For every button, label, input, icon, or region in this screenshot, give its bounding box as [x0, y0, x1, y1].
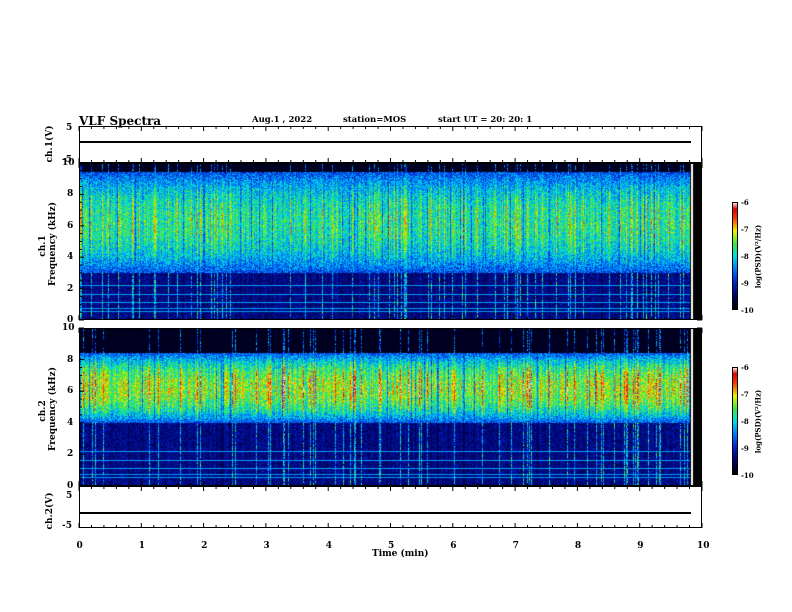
- ch1-colorbar-tick: -8: [741, 252, 749, 261]
- ch1-colorbar-tick: -7: [741, 225, 749, 234]
- x-tick-label: 9: [637, 541, 644, 551]
- ch2-ytick: 10: [62, 323, 75, 333]
- x-tick-label: 10: [697, 541, 710, 551]
- x-tick-label: 4: [325, 541, 332, 551]
- ch2-spectrogram-canvas: [80, 329, 701, 485]
- ch1-ytick: 0: [67, 315, 74, 325]
- ch2-colorbar-tick: -6: [741, 363, 749, 372]
- x-tick-label: 7: [512, 541, 519, 551]
- ch2-waveform-line: [80, 512, 691, 514]
- x-tick-label: 0: [76, 541, 83, 551]
- ch1-spectrogram-canvas: [80, 164, 701, 319]
- ch2-ytick: 2: [67, 449, 74, 460]
- ch1-ytick: 4: [67, 252, 74, 263]
- ch2-colorbar-tick: -10: [741, 471, 754, 480]
- station-label: station=MOS: [343, 115, 407, 125]
- x-tick-label: 2: [201, 541, 208, 551]
- ch1-colorbar: [732, 202, 738, 310]
- ch1-colorbar-label: log(PSD)(V²/Hz): [753, 224, 763, 289]
- ch2-colorbar-tick: -7: [741, 390, 749, 399]
- x-tick-label: 3: [263, 541, 270, 551]
- ch1-ytick-min: -5: [62, 155, 72, 165]
- x-tick-label: 1: [138, 541, 146, 551]
- start-time-label: start UT = 20: 20: 1: [438, 115, 533, 125]
- ch1-waveform-line: [80, 141, 691, 143]
- ch2-colorbar: [732, 367, 738, 475]
- ch1-ytick: 8: [67, 189, 74, 200]
- ch1-colorbar-tick: -9: [741, 279, 749, 288]
- ch2-colorbar-gradient: [733, 368, 737, 474]
- ch2-colorbar-label: log(PSD)(V²/Hz): [753, 389, 763, 454]
- ch1-spectrogram: [79, 163, 702, 320]
- ch1-ytick: 10: [62, 158, 75, 168]
- ch2-colorbar-tick: -9: [741, 444, 749, 453]
- ch1-colorbar-tick: -6: [741, 198, 749, 207]
- x-tick-label: 8: [574, 541, 582, 551]
- ch2-ytick: 4: [67, 417, 74, 428]
- ch1-colorbar-gradient: [733, 203, 737, 309]
- x-axis-label: Time (min): [372, 549, 429, 559]
- ch1-ytick: 2: [67, 283, 74, 294]
- ch2-colorbar-tick: -8: [741, 417, 749, 426]
- ch1-ytick: 6: [67, 220, 74, 231]
- x-tick-label: 5: [388, 541, 395, 551]
- ch1-colorbar-tick: -10: [741, 306, 754, 315]
- x-tick-label: 6: [450, 541, 457, 551]
- ch2-ytick-min: -5: [62, 521, 72, 531]
- ch1-ytick-max: 5: [66, 123, 73, 133]
- ch2-ytick-max: 5: [66, 491, 73, 501]
- chart-title: VLF Spectra: [79, 114, 162, 128]
- ch2-ytick: 8: [67, 354, 74, 365]
- date-label: Aug.1 , 2022: [252, 115, 313, 125]
- ch2-ytick: 6: [67, 386, 74, 397]
- ch2-ytick: 0: [67, 481, 74, 491]
